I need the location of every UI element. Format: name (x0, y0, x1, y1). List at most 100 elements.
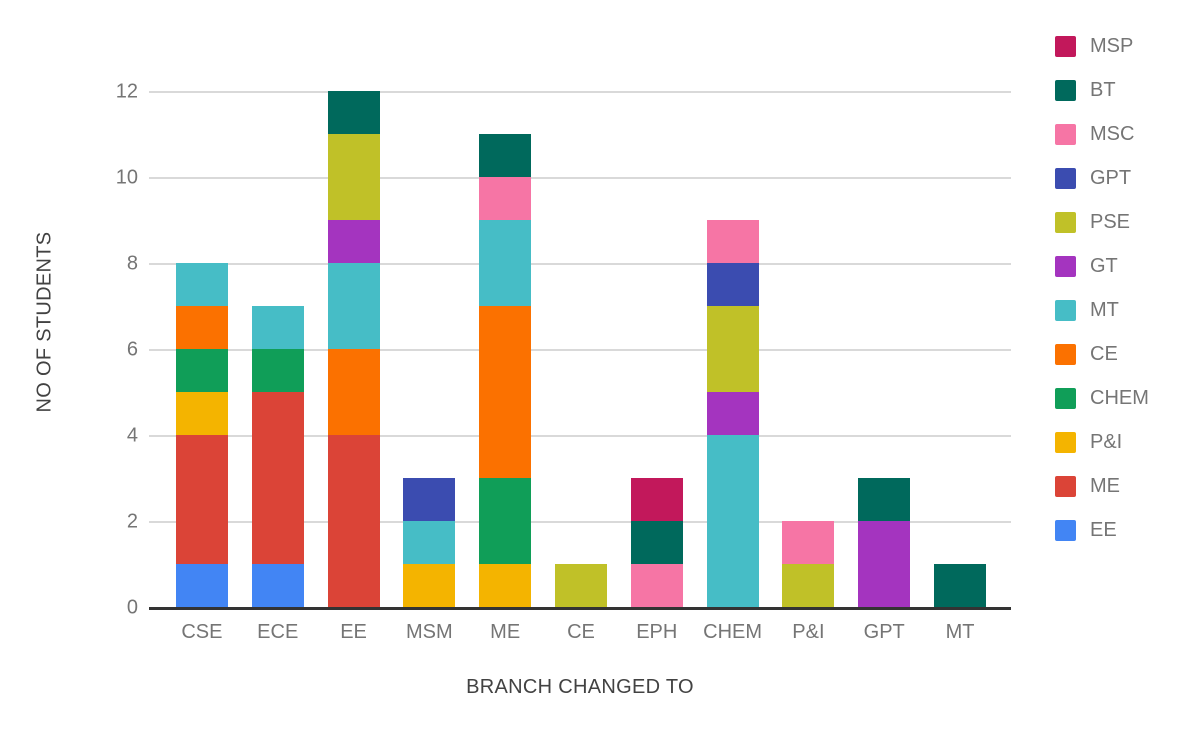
gridline-y-10 (149, 177, 1011, 179)
y-tick-label-0: 0 (126, 596, 138, 619)
gridline-y-2 (149, 521, 1011, 523)
bar-segment-EPH-MSP[interactable] (630, 478, 683, 521)
bar-segment-ME-MT[interactable] (479, 220, 532, 306)
bar-segment-EE-MT[interactable] (327, 263, 380, 349)
legend-swatch-MT (1055, 300, 1076, 321)
legend-label-MSP: MSP (1090, 35, 1134, 57)
legend-swatch-ME (1055, 476, 1076, 497)
y-tick-label-2: 2 (126, 510, 138, 533)
bar-segment-CSE-ME[interactable] (175, 435, 228, 564)
bar-segment-GPT-BT[interactable] (858, 478, 911, 521)
bar-segment-CSE-CE[interactable] (175, 306, 228, 349)
bar-segment-EPH-BT[interactable] (630, 521, 683, 564)
bar-segment-P&I-MSC[interactable] (782, 521, 835, 564)
legend-label-CHEM: CHEM (1090, 387, 1149, 409)
bar-segment-EE-GT[interactable] (327, 220, 380, 263)
legend-item-MSC[interactable]: MSC (1055, 123, 1149, 145)
bar-segment-EE-BT[interactable] (327, 91, 380, 134)
bar-column-EE (316, 91, 392, 607)
bar-segment-CHEM-MSC[interactable] (706, 220, 759, 263)
legend-item-CHEM[interactable]: CHEM (1055, 387, 1149, 409)
bar-segment-ME-BT[interactable] (479, 134, 532, 177)
bar-segment-CSE-P&I[interactable] (175, 392, 228, 435)
bar-column-ECE (240, 306, 316, 607)
bar-segment-ECE-MT[interactable] (251, 306, 304, 349)
y-tick-label-12: 12 (115, 80, 138, 103)
legend-item-GT[interactable]: GT (1055, 255, 1149, 277)
bar-segment-P&I-PSE[interactable] (782, 564, 835, 607)
bar-segment-ECE-EE[interactable] (251, 564, 304, 607)
bar-segment-CE-PSE[interactable] (554, 564, 607, 607)
bar-segment-ECE-CHEM[interactable] (251, 349, 304, 392)
bar-segment-CHEM-GT[interactable] (706, 392, 759, 435)
x-category-label-EPH: EPH (636, 621, 678, 643)
bar-segment-ECE-ME[interactable] (251, 392, 304, 564)
gridline-y-4 (149, 435, 1011, 437)
x-category-label-ECE: ECE (257, 621, 299, 643)
bar-column-MT (922, 564, 998, 607)
bar-segment-MSM-GPT[interactable] (403, 478, 456, 521)
bar-segment-GPT-GT[interactable] (858, 521, 911, 607)
legend-swatch-GPT (1055, 168, 1076, 189)
y-tick-label-6: 6 (126, 338, 138, 361)
x-category-label-CSE: CSE (181, 621, 223, 643)
bar-segment-ME-CE[interactable] (479, 306, 532, 478)
bar-segment-EE-PSE[interactable] (327, 134, 380, 220)
legend-swatch-GT (1055, 256, 1076, 277)
legend-item-BT[interactable]: BT (1055, 79, 1149, 101)
legend-item-GPT[interactable]: GPT (1055, 167, 1149, 189)
bar-segment-EE-ME[interactable] (327, 435, 380, 607)
legend-item-MT[interactable]: MT (1055, 299, 1149, 321)
bar-segment-CHEM-MT[interactable] (706, 435, 759, 607)
legend-label-BT: BT (1090, 79, 1116, 101)
legend-item-CE[interactable]: CE (1055, 343, 1149, 365)
bars-container (164, 91, 998, 607)
bar-column-GPT (846, 478, 922, 607)
legend-label-ME: ME (1090, 475, 1120, 497)
bar-segment-CSE-MT[interactable] (175, 263, 228, 306)
y-axis-tick-labels: 0 2 4 6 8 10 12 (0, 81, 138, 619)
legend-item-P&I[interactable]: P&I (1055, 431, 1149, 453)
x-category-label-CE: CE (567, 621, 595, 643)
bar-column-MSM (391, 478, 467, 607)
bar-segment-MT-BT[interactable] (934, 564, 987, 607)
x-axis-category-labels: CSE ECE EE MSM ME CE EPH CHEM P&I GPT MT (164, 621, 998, 644)
legend-item-MSP[interactable]: MSP (1055, 35, 1149, 57)
legend-label-P&I: P&I (1090, 431, 1123, 453)
bar-segment-EPH-MSC[interactable] (630, 564, 683, 607)
legend-item-PSE[interactable]: PSE (1055, 211, 1149, 233)
x-axis-line (149, 607, 1011, 610)
legend-swatch-BT (1055, 80, 1076, 101)
bar-segment-CHEM-PSE[interactable] (706, 306, 759, 392)
bar-segment-CHEM-GPT[interactable] (706, 263, 759, 306)
y-tick-label-4: 4 (126, 424, 138, 447)
legend-label-GT: GT (1090, 255, 1118, 277)
plot-area (149, 91, 1011, 608)
bar-segment-ME-MSC[interactable] (479, 177, 532, 220)
bar-segment-MSM-P&I[interactable] (403, 564, 456, 607)
bar-segment-ME-CHEM[interactable] (479, 478, 532, 564)
y-tick-label-10: 10 (115, 166, 138, 189)
gridline-y-12 (149, 91, 1011, 93)
legend-swatch-PSE (1055, 212, 1076, 233)
bar-column-CE (543, 564, 619, 607)
legend: MSP BT MSC GPT PSE GT MT CE CHEM P&I ME EE (1055, 35, 1149, 564)
x-category-label-CHEM: CHEM (703, 621, 763, 643)
bar-segment-ME-P&I[interactable] (479, 564, 532, 607)
bar-segment-MSM-MT[interactable] (403, 521, 456, 564)
x-category-label-EE: EE (340, 621, 367, 643)
x-axis-title: BRANCH CHANGED TO (466, 676, 694, 698)
bar-segment-CSE-CHEM[interactable] (175, 349, 228, 392)
legend-swatch-CE (1055, 344, 1076, 365)
bar-column-CHEM (695, 220, 771, 607)
bar-segment-CSE-EE[interactable] (175, 564, 228, 607)
x-category-label-GPT: GPT (863, 621, 905, 643)
bar-segment-EE-CE[interactable] (327, 349, 380, 435)
legend-swatch-MSP (1055, 36, 1076, 57)
legend-label-EE: EE (1090, 519, 1117, 541)
legend-item-ME[interactable]: ME (1055, 475, 1149, 497)
bar-column-P&I (771, 521, 847, 607)
x-category-label-MSM: MSM (406, 621, 453, 643)
legend-item-EE[interactable]: EE (1055, 519, 1149, 541)
